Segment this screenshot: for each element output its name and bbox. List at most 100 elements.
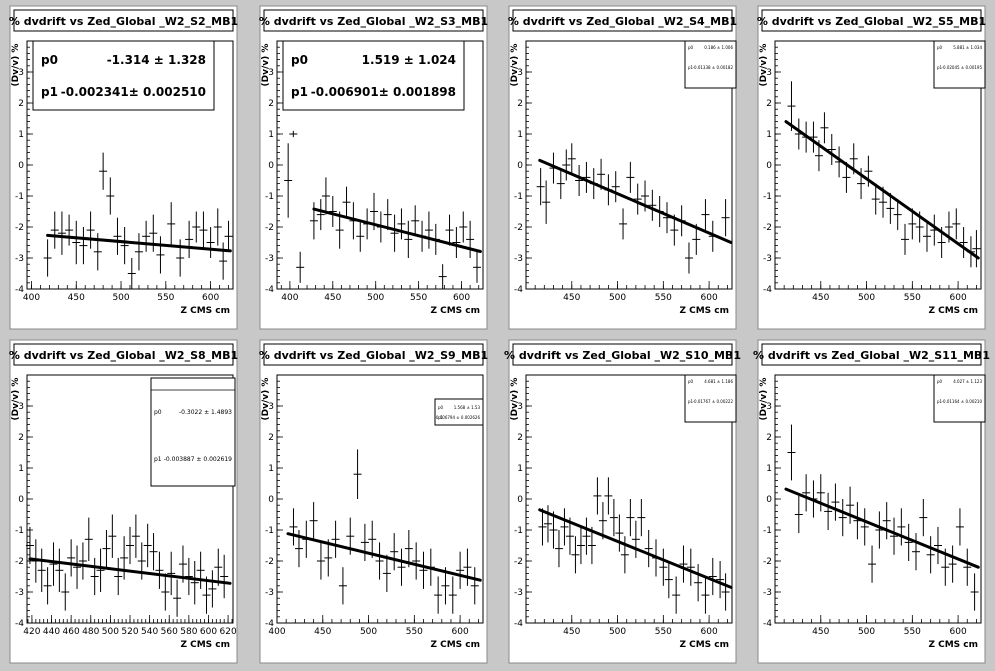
stats-param-value: -0.01767 ± 0.00222 xyxy=(693,399,734,404)
data-point xyxy=(644,530,653,568)
data-point xyxy=(90,557,99,596)
y-tick-label: 3 xyxy=(766,68,772,78)
data-point xyxy=(922,220,931,252)
data-point xyxy=(438,264,447,289)
data-point xyxy=(838,499,847,537)
data-point xyxy=(114,557,123,596)
y-tick-label: -4 xyxy=(15,619,24,629)
title-box: % dvdrift vs Zed_Global _W2_S2_MB1 xyxy=(9,9,238,32)
y-tick-label: 1 xyxy=(268,130,274,140)
x-axis-label: Z CMS cm xyxy=(430,306,480,316)
data-point xyxy=(316,542,325,580)
y-axis-label: (Dv/v) % xyxy=(261,44,271,87)
data-point xyxy=(424,211,433,249)
data-point xyxy=(316,199,325,231)
data-point xyxy=(470,567,479,605)
data-point xyxy=(708,557,717,596)
y-tick-label: -3 xyxy=(265,588,274,598)
y-tick-label: 3 xyxy=(18,68,24,78)
x-tick-label: 500 xyxy=(858,627,875,637)
x-tick-label: 550 xyxy=(655,293,672,303)
data-point xyxy=(43,567,52,605)
stats-param-name: p1 xyxy=(937,65,943,70)
y-tick-label: -1 xyxy=(15,526,24,536)
data-point xyxy=(686,548,695,586)
title-frame xyxy=(13,343,234,366)
y-tick-label: -1 xyxy=(514,192,523,202)
stats-frame xyxy=(933,40,986,89)
data-point xyxy=(224,220,233,252)
x-tick-label: 450 xyxy=(68,293,85,303)
stats-param-value: -0.02045 ± 0.00195 xyxy=(942,65,983,70)
data-point xyxy=(120,227,129,265)
title-box: % dvdrift vs Zed_Global _W2_S3_MB1 xyxy=(259,9,488,32)
x-tick-label: 580 xyxy=(180,627,197,637)
data-point xyxy=(167,551,176,596)
data-point xyxy=(108,514,117,558)
fit-line xyxy=(286,532,482,582)
stats-param-name: p0 xyxy=(937,45,943,50)
data-point xyxy=(567,143,576,175)
y-tick-label: 0 xyxy=(18,495,24,505)
y-tick-label: -1 xyxy=(265,526,274,536)
y-tick-label: -1 xyxy=(763,192,772,202)
y-tick-label: 3 xyxy=(268,68,274,78)
y-tick-label: 0 xyxy=(766,161,772,171)
y-tick-label: -4 xyxy=(265,285,274,295)
pad-4: -4 -3 -2 -1 0 1 2 3 450 500 550 600 Z CMS cm (Dv/v) %… xyxy=(757,5,986,330)
data-point xyxy=(143,523,152,568)
y-tick-label: 3 xyxy=(517,68,523,78)
data-point xyxy=(842,161,851,193)
y-tick-label: 1 xyxy=(18,130,24,140)
stats-param-value: 1.519 ± 1.024 xyxy=(362,53,456,67)
stats-param-value: -0.3022 ± 1.4893 xyxy=(179,409,232,416)
data-point xyxy=(972,230,981,268)
data-point xyxy=(582,161,591,193)
stats-param-name: p0 xyxy=(438,405,444,410)
data-point xyxy=(593,477,602,515)
y-axis-label: (Dv/v) % xyxy=(11,378,21,421)
stats-param-name: p1 xyxy=(291,85,308,99)
stats-param-value: 1.568 ± 1.53 xyxy=(454,405,481,410)
data-point xyxy=(701,199,710,231)
data-point xyxy=(134,233,143,271)
stats-frame xyxy=(282,40,465,111)
data-point xyxy=(161,573,170,611)
stats-frame xyxy=(150,377,236,487)
data-point xyxy=(390,214,399,252)
data-point xyxy=(659,548,668,586)
y-tick-label: -3 xyxy=(265,254,274,264)
y-tick-label: -1 xyxy=(514,526,523,536)
stats-param-value: -0.003887 ± 0.002619 xyxy=(164,456,232,463)
title-frame xyxy=(263,9,484,32)
y-axis-label: (Dv/v) % xyxy=(759,44,769,87)
x-tick-label: 420 xyxy=(23,627,40,637)
data-point xyxy=(587,526,596,565)
data-point xyxy=(131,514,140,558)
x-tick-label: 450 xyxy=(812,627,829,637)
y-tick-label: 1 xyxy=(766,130,772,140)
x-tick-label: 460 xyxy=(63,627,80,637)
data-point xyxy=(846,486,855,524)
pad-6: -4 -3 -2 -1 0 1 2 3 400 450 500 550 600 Z CMS cm (Dv/v… xyxy=(259,339,488,664)
data-point xyxy=(202,576,211,614)
data-point xyxy=(185,220,194,258)
x-tick-label: 550 xyxy=(904,627,921,637)
title-box: % dvdrift vs Zed_Global _W2_S9_MB1 xyxy=(259,343,488,366)
data-point xyxy=(289,130,298,138)
data-point xyxy=(192,211,201,243)
y-tick-label: -3 xyxy=(15,254,24,264)
data-point xyxy=(113,217,122,255)
x-tick-label: 550 xyxy=(406,627,423,637)
data-point xyxy=(404,530,413,568)
pad-1: -4 -3 -2 -1 0 1 2 3 400 450 500 550 600 Z CMS cm (Dv/v… xyxy=(9,5,238,330)
data-point xyxy=(206,227,215,258)
y-tick-label: 2 xyxy=(268,433,274,443)
data-point xyxy=(626,161,635,193)
title-box: % dvdrift vs Zed_Global _W2_S8_MB1 xyxy=(9,343,238,366)
data-point xyxy=(824,492,833,530)
data-point xyxy=(562,149,571,181)
title-box: % dvdrift vs Zed_Global _W2_S4_MB1 xyxy=(508,9,737,32)
data-point xyxy=(609,499,618,537)
